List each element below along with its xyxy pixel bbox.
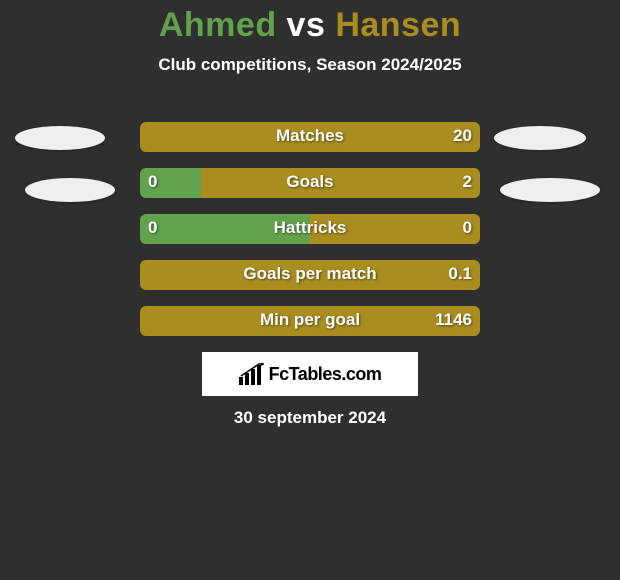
subtitle: Club competitions, Season 2024/2025 bbox=[0, 55, 620, 75]
stats-container: Matches20 Goals02 Hattricks00 Goals per mat… bbox=[0, 122, 620, 352]
stat-bar-right bbox=[140, 306, 480, 336]
player2-name: Hansen bbox=[335, 6, 461, 44]
logo-text: FcTables.com bbox=[269, 364, 382, 385]
stat-bar-right bbox=[140, 260, 480, 290]
vs-label: vs bbox=[287, 6, 336, 44]
stat-bar: Hattricks00 bbox=[140, 214, 480, 244]
stat-bar-left bbox=[140, 214, 310, 244]
stat-row: Hattricks00 bbox=[0, 214, 620, 260]
decorative-ellipse bbox=[15, 126, 105, 150]
stat-bar: Goals per match0.1 bbox=[140, 260, 480, 290]
stat-bar: Goals02 bbox=[140, 168, 480, 198]
decorative-ellipse bbox=[25, 178, 115, 202]
player1-name: Ahmed bbox=[159, 6, 277, 44]
fctables-logo: FcTables.com bbox=[202, 352, 418, 396]
decorative-ellipse bbox=[500, 178, 600, 202]
comparison-title: Ahmed vs Hansen bbox=[0, 0, 620, 45]
stat-bar-left bbox=[140, 168, 201, 198]
stat-bar-right bbox=[140, 122, 480, 152]
stat-bar-right bbox=[201, 168, 480, 198]
stat-bar-right bbox=[310, 214, 480, 244]
bar-chart-icon bbox=[239, 363, 265, 385]
stat-bar: Min per goal1146 bbox=[140, 306, 480, 336]
stat-row: Goals per match0.1 bbox=[0, 260, 620, 306]
stat-row: Min per goal1146 bbox=[0, 306, 620, 352]
date-label: 30 september 2024 bbox=[0, 408, 620, 428]
stat-bar: Matches20 bbox=[140, 122, 480, 152]
decorative-ellipse bbox=[494, 126, 586, 150]
